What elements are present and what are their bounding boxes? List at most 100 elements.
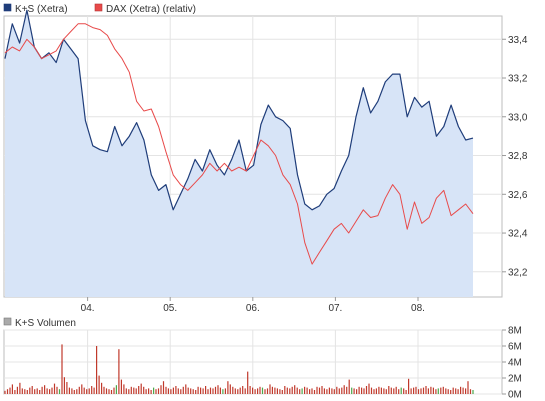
volume-bar <box>259 386 261 394</box>
main-axes: 32,2 32,4 32,6 32,8 33,0 33,2 33,4 04. 05. 06. 07.… <box>81 35 528 314</box>
volume-bar <box>410 388 412 394</box>
volume-bar <box>276 388 278 394</box>
volume-bar <box>153 387 155 394</box>
volume-y-tick-label: 4M <box>508 358 522 369</box>
volume-bar <box>4 390 6 394</box>
y-tick-label: 32,8 <box>508 151 528 162</box>
legend-swatch-volume <box>3 317 12 326</box>
volume-bar <box>9 387 11 394</box>
volume-bar <box>284 386 286 394</box>
volume-bar <box>346 386 348 394</box>
legend-label-ks: K+S (Xetra) <box>15 4 68 15</box>
volume-bar <box>257 388 259 394</box>
volume-bar <box>323 388 325 394</box>
volume-bar <box>274 387 276 394</box>
volume-bar <box>63 377 65 394</box>
volume-bar <box>408 378 410 394</box>
volume-bar <box>309 389 311 394</box>
volume-bar <box>187 387 189 394</box>
volume-bar <box>205 386 207 394</box>
volume-bar <box>207 389 209 394</box>
volume-bar <box>321 386 323 394</box>
volume-bar <box>145 389 147 394</box>
volume-bar <box>31 386 33 394</box>
volume-bar <box>460 386 462 394</box>
volume-bar <box>128 389 130 394</box>
volume-bar <box>328 387 330 394</box>
volume-bar <box>49 389 51 394</box>
volume-bar <box>296 387 298 394</box>
volume-bar <box>447 389 449 394</box>
volume-bar <box>180 389 182 394</box>
volume-bar <box>373 389 375 394</box>
volume-bar <box>123 384 125 394</box>
volume-bar <box>172 387 174 394</box>
volume-bar <box>351 387 353 394</box>
volume-bar <box>61 344 63 394</box>
volume-bar <box>46 388 48 394</box>
volume-bar <box>264 389 266 394</box>
volume-bar <box>200 387 202 394</box>
volume-bar <box>14 390 16 394</box>
volume-bar <box>254 389 256 394</box>
volume-bar <box>133 387 135 394</box>
volume-bar <box>222 389 224 394</box>
volume-bar <box>103 386 105 394</box>
volume-bar <box>66 382 68 394</box>
volume-bar <box>440 387 442 394</box>
volume-bar <box>472 390 474 394</box>
volume-bar <box>343 385 345 394</box>
volume-bar <box>150 390 152 394</box>
volume-bar <box>234 388 236 394</box>
volume-bar <box>101 382 103 394</box>
volume-bar <box>224 388 226 394</box>
volume-bar <box>138 386 140 394</box>
volume-bar <box>269 384 271 394</box>
volume-bar <box>457 389 459 394</box>
volume-bar <box>88 388 90 394</box>
volume-bar <box>390 387 392 394</box>
volume-bar <box>190 388 192 394</box>
volume-bar <box>120 379 122 394</box>
volume-bar <box>202 388 204 394</box>
volume-bar <box>370 387 373 394</box>
volume-bar <box>217 385 219 394</box>
volume-bar <box>299 389 301 394</box>
volume-y-tick-label: 0M <box>508 390 522 401</box>
volume-bar <box>415 386 417 394</box>
volume-bar <box>353 388 355 394</box>
volume-bar <box>113 387 115 394</box>
volume-bar <box>73 390 75 394</box>
volume-bar <box>148 388 150 394</box>
volume-bar <box>182 386 184 394</box>
volume-bar <box>91 386 93 394</box>
volume-bar <box>16 386 18 394</box>
volume-bar <box>400 387 402 394</box>
volume-bar <box>58 389 61 394</box>
legend-label-dax: DAX (Xetra) (relativ) <box>106 4 196 15</box>
volume-bar <box>239 387 241 394</box>
volume-bar <box>313 390 316 394</box>
volume-bar <box>249 386 251 394</box>
volume-bar <box>432 387 434 394</box>
y-tick-label: 33,0 <box>508 112 528 123</box>
volume-bar <box>393 388 395 394</box>
volume-bar <box>417 389 420 394</box>
volume-bar <box>304 386 306 394</box>
volume-bar <box>39 390 41 394</box>
volume-bar <box>78 386 80 394</box>
volume-bar <box>348 379 350 394</box>
volume-bar <box>380 387 382 394</box>
volume-y-tick-label: 6M <box>508 342 522 353</box>
legend-swatch-ks <box>3 3 12 12</box>
volume-bar <box>76 389 78 394</box>
volume-bar <box>11 384 13 394</box>
legend-volume: K+S Volumen <box>3 317 76 329</box>
volume-bar <box>465 388 467 394</box>
series-line-ks <box>4 9 474 211</box>
volume-bar <box>261 387 264 394</box>
volume-bar <box>237 389 239 394</box>
volume-bar <box>437 388 439 394</box>
volume-bar <box>98 375 100 394</box>
